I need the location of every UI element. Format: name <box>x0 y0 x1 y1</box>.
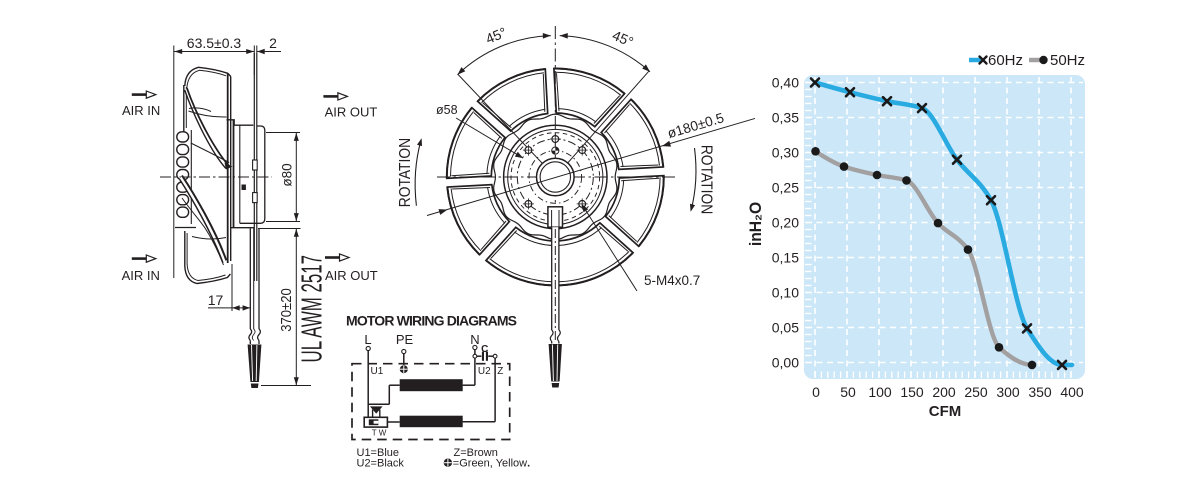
svg-text:ø80: ø80 <box>280 163 295 186</box>
svg-text:200: 200 <box>932 384 956 400</box>
svg-text:350: 350 <box>1028 384 1052 400</box>
svg-text:AIR IN: AIR IN <box>122 103 160 118</box>
svg-text:0,30: 0,30 <box>772 145 799 161</box>
svg-text:0,00: 0,00 <box>772 355 799 371</box>
svg-text:60Hz: 60Hz <box>988 52 1023 69</box>
svg-text:T W: T W <box>372 429 387 438</box>
svg-text:UL AWM 2517: UL AWM 2517 <box>297 255 329 363</box>
svg-text:0,15: 0,15 <box>772 250 799 266</box>
svg-text:AIR IN: AIR IN <box>122 268 160 283</box>
svg-text:0,35: 0,35 <box>772 110 799 126</box>
svg-text:Z: Z <box>497 366 503 377</box>
svg-text:=Green, Yellow.: =Green, Yellow. <box>453 458 530 470</box>
svg-text:100: 100 <box>868 384 892 400</box>
svg-text:Z=Brown: Z=Brown <box>454 447 498 459</box>
svg-text:C: C <box>481 344 488 355</box>
svg-text:370±20: 370±20 <box>277 288 294 332</box>
svg-text:CFM: CFM <box>929 403 962 420</box>
svg-text:50Hz: 50Hz <box>1050 52 1085 69</box>
svg-text:ROTATION: ROTATION <box>396 138 414 207</box>
svg-text:250: 250 <box>964 384 988 400</box>
svg-text:U1=Blue: U1=Blue <box>357 447 400 459</box>
svg-text:0,20: 0,20 <box>772 215 799 231</box>
svg-text:AIR OUT: AIR OUT <box>325 105 378 120</box>
svg-text:0,10: 0,10 <box>772 285 799 301</box>
svg-text:ROTATION: ROTATION <box>697 145 715 214</box>
svg-text:ø58: ø58 <box>436 103 458 117</box>
svg-text:MOTOR WIRING DIAGRAMS: MOTOR WIRING DIAGRAMS <box>346 313 517 329</box>
svg-text:63.5±0.3: 63.5±0.3 <box>187 35 242 51</box>
svg-text:0,05: 0,05 <box>772 320 799 336</box>
svg-text:400: 400 <box>1060 384 1084 400</box>
svg-text:L: L <box>364 332 371 347</box>
svg-text:0,40: 0,40 <box>772 75 799 91</box>
svg-text:45°: 45° <box>483 24 509 47</box>
svg-text:N: N <box>470 332 479 347</box>
svg-text:5-M4x0.7: 5-M4x0.7 <box>644 273 700 288</box>
svg-text:PE: PE <box>396 332 414 347</box>
svg-text:50: 50 <box>840 384 856 400</box>
svg-text:45°: 45° <box>610 27 636 50</box>
svg-text:inH₂O: inH₂O <box>746 202 765 247</box>
svg-text:U2: U2 <box>478 366 491 377</box>
svg-text:2: 2 <box>269 35 277 51</box>
svg-text:AIR OUT: AIR OUT <box>325 268 378 283</box>
svg-text:0,25: 0,25 <box>772 180 799 196</box>
svg-text:300: 300 <box>996 384 1020 400</box>
svg-text:150: 150 <box>900 384 924 400</box>
svg-text:U1: U1 <box>371 366 384 377</box>
svg-text:0: 0 <box>812 384 820 400</box>
svg-text:U2=Black: U2=Black <box>357 458 405 470</box>
svg-text:17: 17 <box>208 292 224 308</box>
